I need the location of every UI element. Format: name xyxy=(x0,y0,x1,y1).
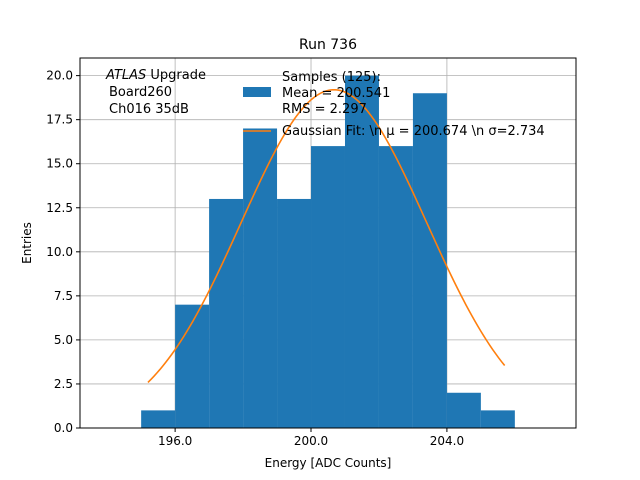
x-tick-label-1: 200.0 xyxy=(294,434,328,448)
y-axis-label: Entries xyxy=(20,222,34,264)
x-axis-ticks: 196.0 200.0 204.0 xyxy=(158,428,464,448)
plot-frame xyxy=(79,57,577,429)
annotation-line-2: Board260 xyxy=(109,85,172,100)
histogram-bar-1 xyxy=(175,304,210,428)
chart-title: Run 736 xyxy=(299,37,357,53)
legend-hist-label-1: Samples (125): xyxy=(282,70,381,85)
histogram-bar-5 xyxy=(311,146,345,428)
histogram-bars xyxy=(141,75,515,428)
legend-hist-label-3: RMS = 2.297 xyxy=(282,102,367,117)
x-axis-label: Energy [ADC Counts] xyxy=(265,456,392,470)
y-tick-label-5: 12.5 xyxy=(46,201,73,215)
legend-hist-swatch xyxy=(243,87,271,97)
y-tick-label-2: 5.0 xyxy=(54,333,73,347)
histogram-bar-9 xyxy=(446,392,481,428)
atlas-annotation: ATLAS Upgrade Board260 Ch016 35dB xyxy=(105,68,206,117)
histogram-bar-10 xyxy=(480,410,515,428)
histogram-bar-2 xyxy=(209,198,244,428)
y-tick-label-7: 17.5 xyxy=(46,113,73,127)
y-tick-label-0: 0.0 xyxy=(54,421,73,435)
annotation-line-1: ATLAS Upgrade xyxy=(105,68,206,83)
histogram-bar-4 xyxy=(277,198,312,428)
y-axis-ticks: 0.0 2.5 5.0 7.5 10.0 12.5 15.0 17.5 20.0 xyxy=(46,69,80,435)
legend: Samples (125): Mean = 200.541 RMS = 2.29… xyxy=(243,70,545,139)
histogram-bar-8 xyxy=(412,93,447,428)
annotation-suffix: Upgrade xyxy=(146,68,206,83)
y-tick-label-4: 10.0 xyxy=(46,245,73,259)
legend-hist-label-2: Mean = 200.541 xyxy=(282,86,390,101)
annotation-experiment: ATLAS xyxy=(105,68,146,83)
y-tick-label-3: 7.5 xyxy=(54,289,73,303)
y-tick-label-6: 15.0 xyxy=(46,157,73,171)
y-tick-label-1: 2.5 xyxy=(54,377,73,391)
histogram-bar-6 xyxy=(344,75,379,428)
legend-fit-label: Gaussian Fit: \n μ = 200.674 \n σ=2.734 xyxy=(282,124,545,139)
gaussian-fit-line xyxy=(147,88,506,383)
histogram-bar-3 xyxy=(243,128,278,428)
x-tick-label-0: 196.0 xyxy=(158,434,192,448)
histogram-bar-7 xyxy=(378,146,413,428)
x-tick-label-2: 204.0 xyxy=(430,434,464,448)
y-tick-label-8: 20.0 xyxy=(46,69,73,83)
annotation-line-3: Ch016 35dB xyxy=(109,102,189,117)
histogram-bar-0 xyxy=(141,410,176,428)
